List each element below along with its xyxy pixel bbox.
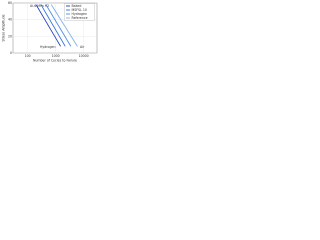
series-line	[50, 4, 78, 47]
y-tick-label: 20	[8, 34, 12, 38]
chart-title: Al-6 MPa H2	[30, 4, 49, 8]
legend-label: MSFSL 10	[72, 8, 87, 12]
legend-label: Reference	[72, 16, 88, 20]
legend-label: Hydrogen	[72, 12, 88, 16]
legend-box	[64, 3, 95, 21]
x-tick-label: 10000	[79, 54, 89, 58]
x-tick-label: 1000	[52, 54, 60, 58]
x-tick-label: 100	[25, 54, 31, 58]
chart: Al-6 MPa H2 Number of Cycles to Failure …	[0, 0, 100, 63]
annotation: Hydrogen	[40, 45, 56, 49]
series-line	[45, 4, 72, 47]
series-line	[40, 4, 66, 47]
y-tick-label: 40	[8, 18, 12, 22]
legend-label: Baked	[72, 4, 82, 8]
x-axis-label: Number of Cycles to Failure	[33, 59, 77, 63]
annotation: Air	[80, 45, 85, 49]
series-line	[35, 4, 61, 47]
y-tick-label: 0	[10, 51, 12, 55]
y-tick-label: 60	[8, 1, 12, 5]
y-axis-label: Stress Amplitude	[2, 14, 6, 41]
